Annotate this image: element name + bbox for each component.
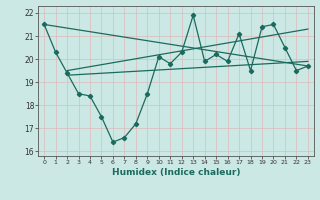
X-axis label: Humidex (Indice chaleur): Humidex (Indice chaleur) [112,168,240,177]
